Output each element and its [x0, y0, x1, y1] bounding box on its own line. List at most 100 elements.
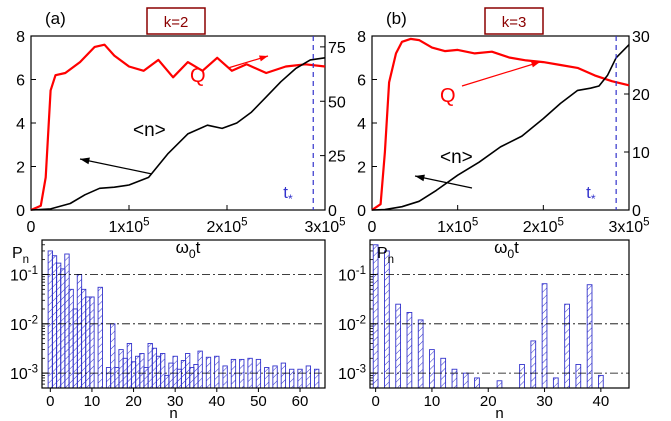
right-y-tick-label: 50 [328, 94, 346, 111]
q-label: Q [190, 65, 206, 87]
x-tick-label: 40 [593, 393, 610, 410]
histogram-bar [272, 365, 278, 389]
x-tick-label: 1x105 [108, 217, 149, 236]
x-tick-label: 3x105 [608, 217, 649, 236]
right-y-tick-label: 75 [328, 40, 346, 57]
histogram-bar [214, 355, 220, 389]
x-tick-label: 40 [208, 393, 225, 410]
tstar-label: t* [283, 183, 293, 206]
y-tick-label-exp: -2 [28, 314, 38, 326]
q-curve [371, 37, 630, 211]
n-arrow-shaft [79, 158, 153, 175]
k-label: k=3 [502, 14, 527, 31]
y-axis-label-base: P [377, 245, 388, 262]
right-y-tick-label: 0 [632, 203, 641, 220]
y-tick-label-base: 10 [338, 317, 356, 334]
x-tick-label-exp: 5 [643, 217, 649, 229]
q-curve [30, 43, 326, 212]
histogram-bar [372, 244, 379, 389]
k-label-box [146, 7, 206, 35]
histogram-bar [205, 356, 212, 389]
y-tick-label: 10-2 [10, 314, 38, 333]
y-tick-label-base: 10 [10, 317, 28, 334]
x-axis-label: n [169, 405, 177, 421]
y-tick-label-exp: -3 [28, 364, 38, 376]
x-axis-label-sub: 0 [507, 247, 514, 261]
left-y-tick-label: 6 [357, 73, 366, 90]
histogram-bar [496, 380, 503, 389]
x-axis-label-base: ω [176, 238, 189, 257]
histogram-bar [89, 296, 95, 389]
y-tick-label-base: 10 [10, 267, 28, 284]
histogram-bar [462, 372, 469, 389]
histogram-bar [451, 368, 458, 389]
x-tick-label: 1x105 [437, 217, 478, 236]
histogram-bar [255, 358, 262, 389]
x-axis-label-sub: 0 [189, 247, 196, 261]
x-tick-label-base: 1x10 [108, 219, 143, 236]
x-tick-label: 10 [84, 393, 101, 410]
histogram-bar [230, 358, 237, 389]
y-axis-label-sub: n [23, 254, 29, 266]
left-y-tick-label: 4 [357, 116, 366, 133]
histogram-bar [530, 340, 537, 389]
x-tick-label: 0 [371, 393, 379, 410]
k-label-box [484, 7, 544, 35]
right-y-tick-label: 0 [328, 203, 337, 220]
x-tick-label-exp: 5 [241, 217, 247, 229]
q-label: Q [440, 85, 456, 107]
tstar-label: t* [586, 183, 596, 206]
x-tick-label: 0 [46, 393, 54, 410]
y-tick-label: 10-1 [338, 265, 366, 284]
x-axis-label: ω0t [176, 238, 201, 261]
histogram-bar [575, 364, 582, 389]
y-tick-label-exp: -1 [356, 265, 366, 277]
x-tick-label: 30 [536, 393, 553, 410]
y-tick-label: 10-2 [338, 314, 366, 333]
histogram-bar [474, 377, 480, 389]
left-y-tick-label: 2 [357, 160, 366, 177]
panel-label: (b) [386, 9, 407, 28]
x-tick-label-base: 2x10 [206, 219, 241, 236]
histogram-bar [395, 303, 402, 389]
tstar-label-sub: * [288, 192, 293, 206]
histogram-bar [289, 368, 295, 389]
x-tick-label-base: 3x10 [608, 219, 643, 236]
histogram-bar [297, 368, 303, 389]
histogram-bar [222, 365, 228, 389]
x-tick-label: 20 [480, 393, 497, 410]
histogram-bar [519, 364, 525, 389]
y-tick-label-base: 10 [338, 366, 356, 383]
x-tick-label-base: 2x10 [523, 219, 558, 236]
left-y-tick-label: 0 [16, 203, 25, 220]
x-tick-label: 10 [424, 393, 441, 410]
x-tick-label: 60 [292, 393, 309, 410]
histogram-bar [564, 303, 570, 389]
left-y-tick-label: 0 [357, 203, 366, 220]
x-axis-label-rest: t [514, 238, 519, 257]
right-y-tick-label: 10 [632, 145, 650, 162]
y-tick-label-exp: -1 [28, 265, 38, 277]
y-tick-label-base: 10 [338, 267, 356, 284]
histogram-bar [541, 283, 548, 389]
x-axis-label-base: ω [494, 238, 507, 257]
x-tick-label-base: 1x10 [437, 219, 472, 236]
plot-frame [369, 239, 630, 389]
tstar-label-sub: * [591, 192, 596, 206]
x-tick-label-exp: 5 [472, 217, 478, 229]
n-arrow-shaft [414, 175, 473, 189]
histogram-bar [384, 250, 390, 389]
histogram-bar [239, 358, 245, 389]
histogram-bar [417, 319, 424, 389]
q-arrow-shaft [461, 61, 541, 87]
panel-label: (a) [45, 9, 66, 28]
x-tick-label: 3x105 [304, 217, 345, 236]
x-tick-label: 0 [368, 219, 377, 236]
left-y-tick-label: 6 [16, 73, 25, 90]
tstar-label-base: t [283, 183, 288, 202]
q-arrow-head [531, 61, 540, 68]
histogram-bar [264, 367, 270, 389]
